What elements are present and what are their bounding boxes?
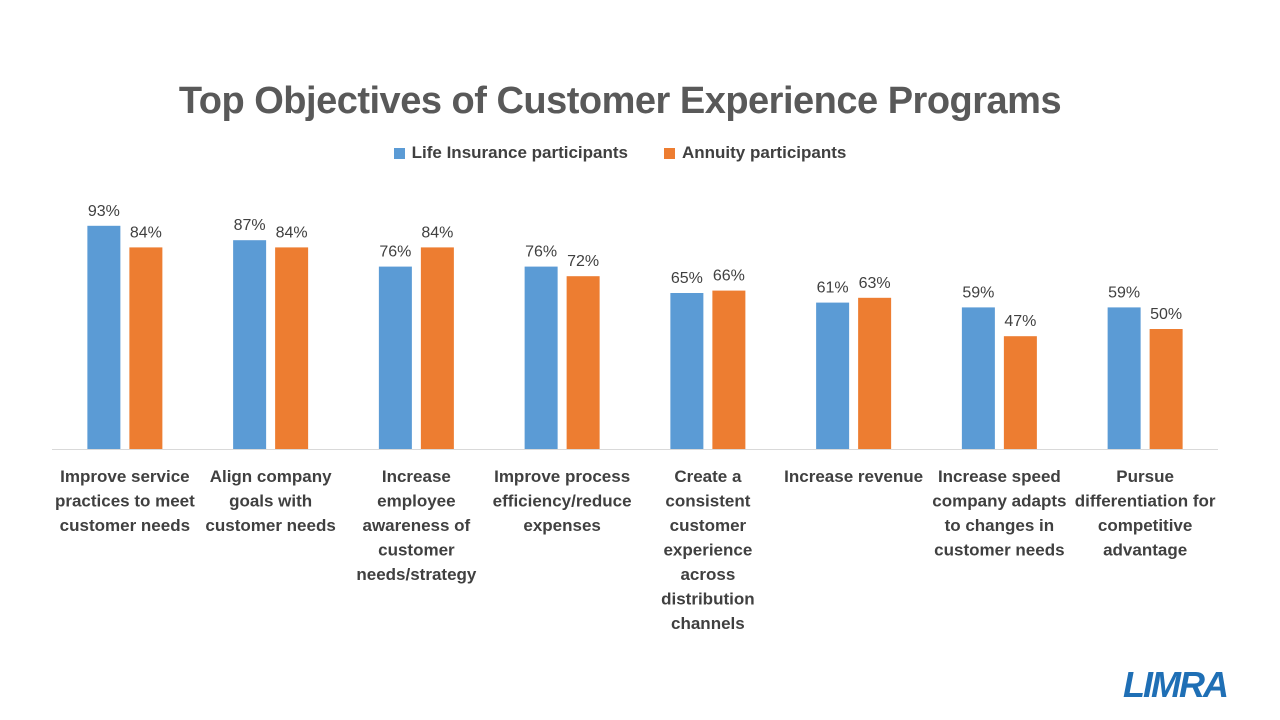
data-label-annuity-5: 63% <box>859 275 891 292</box>
data-label-annuity-3: 72% <box>567 253 599 270</box>
legend-label-annuity: Annuity participants <box>681 143 847 162</box>
category-label-5: Increase revenue <box>784 467 923 486</box>
category-label-2: Increase employee awareness of customer need… <box>356 467 477 584</box>
legend-item-life: Life Insurance participants <box>393 143 628 163</box>
category-label-7: Pursue differentiation for competitive adva… <box>1075 467 1216 560</box>
data-label-life-6: 59% <box>962 284 994 301</box>
data-label-life-4: 65% <box>671 270 703 287</box>
bar-life-2 <box>378 266 412 449</box>
bar-life-0 <box>87 225 121 449</box>
data-label-annuity-2: 84% <box>421 224 453 241</box>
data-label-annuity-7: 50% <box>1150 306 1182 323</box>
bar-annuity-6 <box>1003 336 1037 449</box>
legend-label-life: Life Insurance participants <box>411 143 628 162</box>
legend: Life Insurance participants Annuity part… <box>0 143 1240 163</box>
bar-annuity-3 <box>566 276 600 449</box>
legend-swatch-annuity <box>663 147 675 159</box>
data-label-life-7: 59% <box>1108 284 1140 301</box>
bar-annuity-0 <box>129 247 163 449</box>
category-label-4: Create a consistent customer experience acro… <box>661 467 754 633</box>
data-label-life-2: 76% <box>379 244 411 261</box>
limra-logo: LIMRA <box>1123 664 1229 702</box>
bar-life-1 <box>233 240 267 449</box>
data-label-life-5: 61% <box>817 280 849 297</box>
data-label-annuity-6: 47% <box>1004 313 1036 330</box>
data-label-life-0: 93% <box>88 203 120 220</box>
data-label-annuity-0: 84% <box>130 224 162 241</box>
data-label-life-1: 87% <box>234 217 266 234</box>
bar-life-5 <box>816 302 850 449</box>
bar-life-6 <box>961 307 995 449</box>
legend-item-annuity: Annuity participants <box>663 143 847 163</box>
bar-annuity-4 <box>712 290 746 449</box>
category-label-6: Increase speed company adapts to changes i… <box>932 467 1066 560</box>
bar-life-4 <box>670 293 704 449</box>
category-label-0: Improve service practices to meet customer… <box>55 467 195 535</box>
limra-logo-text: LIMRA <box>1123 664 1227 702</box>
bar-annuity-1 <box>275 247 309 449</box>
data-label-annuity-1: 84% <box>276 224 308 241</box>
data-label-life-3: 76% <box>525 244 557 261</box>
legend-swatch-life <box>393 147 405 159</box>
data-label-annuity-4: 66% <box>713 268 745 285</box>
category-label-3: Improve process efficiency/reduce expenses <box>493 467 632 535</box>
bar-life-3 <box>524 266 558 449</box>
bar-life-7 <box>1107 307 1141 449</box>
chart-title: Top Objectives of Customer Experience Pr… <box>178 80 1062 122</box>
bar-annuity-2 <box>420 247 454 449</box>
bar-annuity-7 <box>1149 329 1183 449</box>
bar-annuity-5 <box>858 297 892 449</box>
category-label-1: Align company goals with customer needs <box>205 467 335 535</box>
